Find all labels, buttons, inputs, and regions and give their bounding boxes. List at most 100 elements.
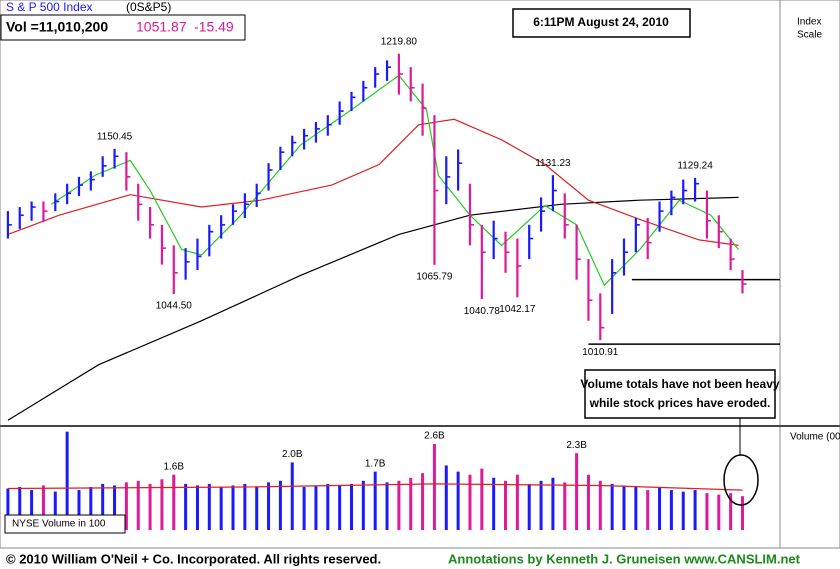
price-annotation: 1044.50: [156, 301, 193, 312]
volume-average: [7, 483, 743, 491]
price-annotation: 1042.17: [499, 304, 536, 315]
volume-bar: [717, 494, 721, 530]
volume-bar: [290, 462, 294, 530]
volume-bar: [610, 483, 614, 530]
volume-bar: [267, 482, 271, 530]
volume-legend-box: [4, 514, 126, 534]
volume-bar: [480, 468, 484, 530]
timestamp-box: [512, 8, 691, 38]
volume-axis-label: Volume (00): [790, 432, 840, 443]
volume-bar: [740, 496, 744, 530]
note-ellipse: [723, 454, 759, 506]
volume-bar: [586, 474, 590, 530]
volume-annotation: 1.6B: [163, 461, 184, 472]
volume-bar: [77, 490, 81, 530]
volume-bar: [41, 485, 45, 530]
volume-bar: [302, 486, 306, 530]
volume-bar: [432, 443, 436, 530]
volume-bar: [492, 477, 496, 530]
price-annotation: 1129.24: [677, 161, 713, 172]
volume-bar: [646, 490, 650, 530]
volume-bar: [681, 491, 685, 530]
volume-bar: [101, 483, 105, 530]
quote-box: [0, 14, 246, 41]
volume-bar: [397, 480, 401, 530]
price-annotation: 1150.45: [97, 131, 133, 142]
volume-bar: [30, 490, 34, 530]
volume-bar: [575, 453, 579, 530]
volume-annotation: 2.3B: [566, 440, 587, 451]
volume-annotation: 2.6B: [424, 431, 445, 442]
volume-annotation: 1.7B: [365, 458, 386, 469]
volume-bar: [456, 471, 460, 530]
note-line: while stock prices have eroded.: [589, 396, 771, 410]
volume-bar: [705, 493, 709, 530]
y-axis-label: Scale: [797, 30, 822, 41]
price-annotation: 1065.79: [416, 272, 453, 283]
volume-bar: [622, 485, 626, 530]
volume-bar: [113, 485, 117, 530]
volume-bar: [658, 486, 662, 530]
volume-bar: [53, 491, 57, 530]
volume-bar: [539, 480, 543, 530]
volume-bar: [184, 483, 188, 530]
last-price: 1051.87: [136, 19, 187, 35]
volume-bar: [385, 482, 389, 530]
volume-bar: [338, 485, 342, 530]
volume-bar: [515, 474, 519, 530]
volume-bar: [255, 486, 259, 530]
volume-bar: [160, 479, 164, 530]
volume-bar: [551, 477, 555, 530]
volume-bar: [6, 488, 10, 530]
timestamp: 6:11PM August 24, 2010: [533, 15, 669, 29]
y-axis-label: Index: [797, 17, 821, 28]
volume-bar: [361, 480, 365, 530]
volume-bar: [18, 486, 22, 530]
volume-bar: [172, 474, 176, 530]
volume-annotation: 2.0B: [282, 449, 303, 460]
volume-bar: [373, 471, 377, 530]
volume-bar: [468, 474, 472, 530]
price-annotation: 1040.78: [464, 306, 501, 317]
volume-bar: [504, 480, 508, 530]
moving-average: [50, 74, 739, 287]
volume-bar: [669, 490, 673, 530]
volume-layer: 1.6B 2.0B 1.7B 2.6B 2.3B: [6, 431, 744, 530]
volume-bar: [195, 485, 199, 530]
chart-background: [0, 0, 840, 549]
moving-average: [7, 196, 739, 421]
volume-text: Vol =11,010,200: [6, 19, 108, 35]
volume-bar: [634, 486, 638, 530]
volume-bar: [409, 477, 413, 530]
price-annotation: 1010.91: [582, 347, 619, 358]
volume-bar: [124, 482, 128, 530]
volume-bar: [219, 486, 223, 530]
note-box: [584, 369, 776, 419]
volume-bar: [729, 493, 733, 530]
volume-bar: [444, 465, 448, 530]
volume-bar: [136, 480, 140, 530]
volume-bar: [89, 486, 93, 530]
price-annotation: 1131.23: [535, 158, 571, 169]
symbol: (0S&P5): [126, 0, 171, 14]
copyright: © 2010 William O'Neil + Co. Incorporated…: [6, 551, 381, 566]
volume-bar: [349, 483, 353, 530]
volume-bar: [65, 431, 69, 530]
volume-bar: [314, 485, 318, 530]
volume-bar: [598, 480, 602, 530]
volume-bar: [231, 485, 235, 530]
price-change: -15.49: [194, 19, 234, 35]
credit: Annotations by Kenneth J. Gruneisen www.…: [448, 551, 801, 566]
volume-bar: [207, 483, 211, 530]
note-line: Volume totals have not been heavy: [580, 377, 779, 391]
volume-bar: [243, 483, 247, 530]
volume-legend: NYSE Volume in 100: [12, 519, 106, 530]
volume-bar: [527, 483, 531, 530]
price-annotation: 1219.80: [381, 36, 418, 47]
volume-bar: [278, 480, 282, 530]
volume-bar: [326, 483, 330, 530]
price-layer: 1150.45 1044.50 1219.80 1065.79 1040.78 1042.…: [6, 36, 780, 421]
